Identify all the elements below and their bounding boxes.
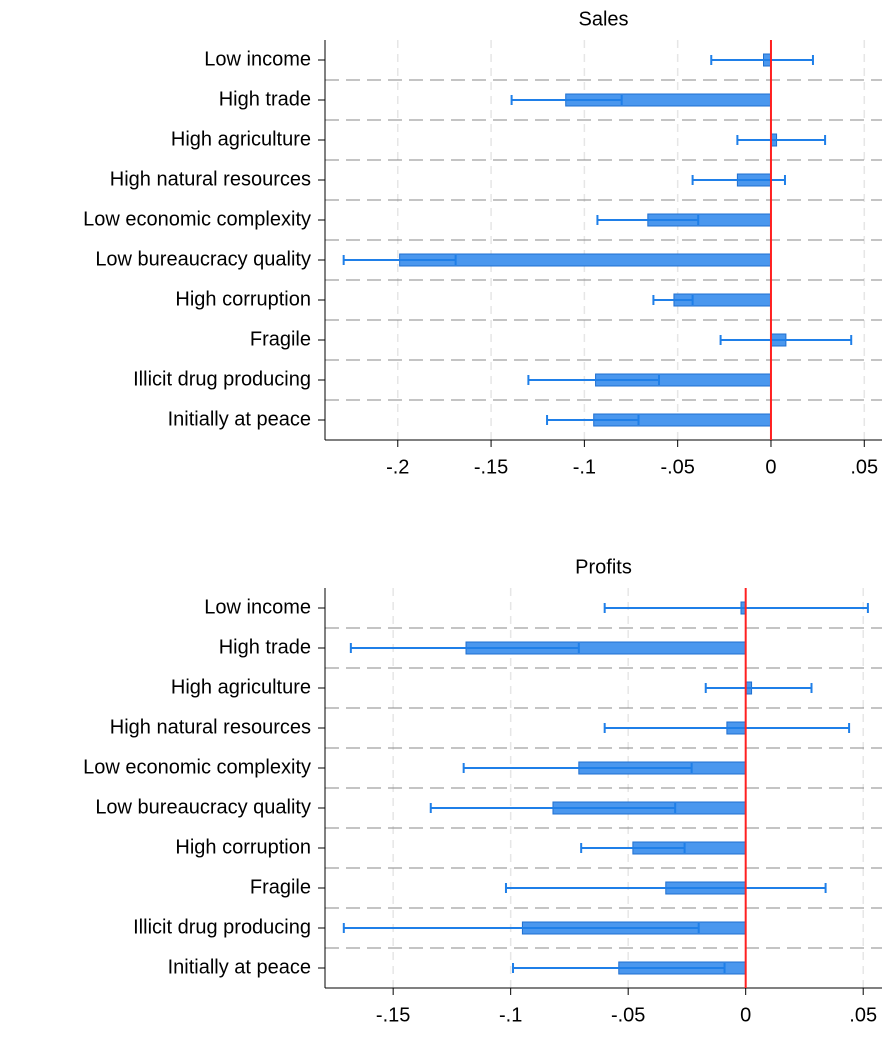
x-tick-label: -.05 — [611, 1004, 645, 1026]
y-tick-label: High corruption — [175, 836, 311, 858]
x-tick-label: -.15 — [376, 1004, 410, 1026]
x-tick-label: 0 — [740, 1004, 751, 1026]
x-tick-label: -.1 — [573, 456, 596, 478]
y-tick-label: Initially at peace — [168, 408, 311, 430]
y-tick-label: High trade — [219, 88, 311, 110]
y-tick-label: Low bureaucracy quality — [95, 796, 311, 818]
y-tick-label: Fragile — [250, 328, 311, 350]
y-tick-label: High trade — [219, 636, 311, 658]
y-tick-label: Low economic complexity — [83, 208, 311, 230]
y-tick-label: Low bureaucracy quality — [95, 248, 311, 270]
y-tick-label: High natural resources — [110, 716, 311, 738]
x-tick-label: .05 — [850, 456, 878, 478]
y-tick-label: Fragile — [250, 876, 311, 898]
y-tick-label: High corruption — [175, 288, 311, 310]
x-tick-label: -.15 — [474, 456, 508, 478]
x-tick-label: -.2 — [386, 456, 409, 478]
x-tick-label: -.1 — [499, 1004, 522, 1026]
y-tick-label: High natural resources — [110, 168, 311, 190]
y-tick-label: Low economic complexity — [83, 756, 311, 778]
y-tick-label: Illicit drug producing — [133, 368, 311, 390]
y-tick-label: Low income — [204, 48, 311, 70]
y-tick-label: High agriculture — [171, 128, 311, 150]
x-tick-label: -.05 — [660, 456, 694, 478]
y-tick-label: Illicit drug producing — [133, 916, 311, 938]
x-tick-label: 0 — [765, 456, 776, 478]
y-tick-label: High agriculture — [171, 676, 311, 698]
y-tick-label: Initially at peace — [168, 956, 311, 978]
panel-title: Sales — [578, 8, 628, 30]
y-tick-label: Low income — [204, 596, 311, 618]
panel-title: Profits — [575, 556, 632, 578]
x-tick-label: .05 — [849, 1004, 877, 1026]
